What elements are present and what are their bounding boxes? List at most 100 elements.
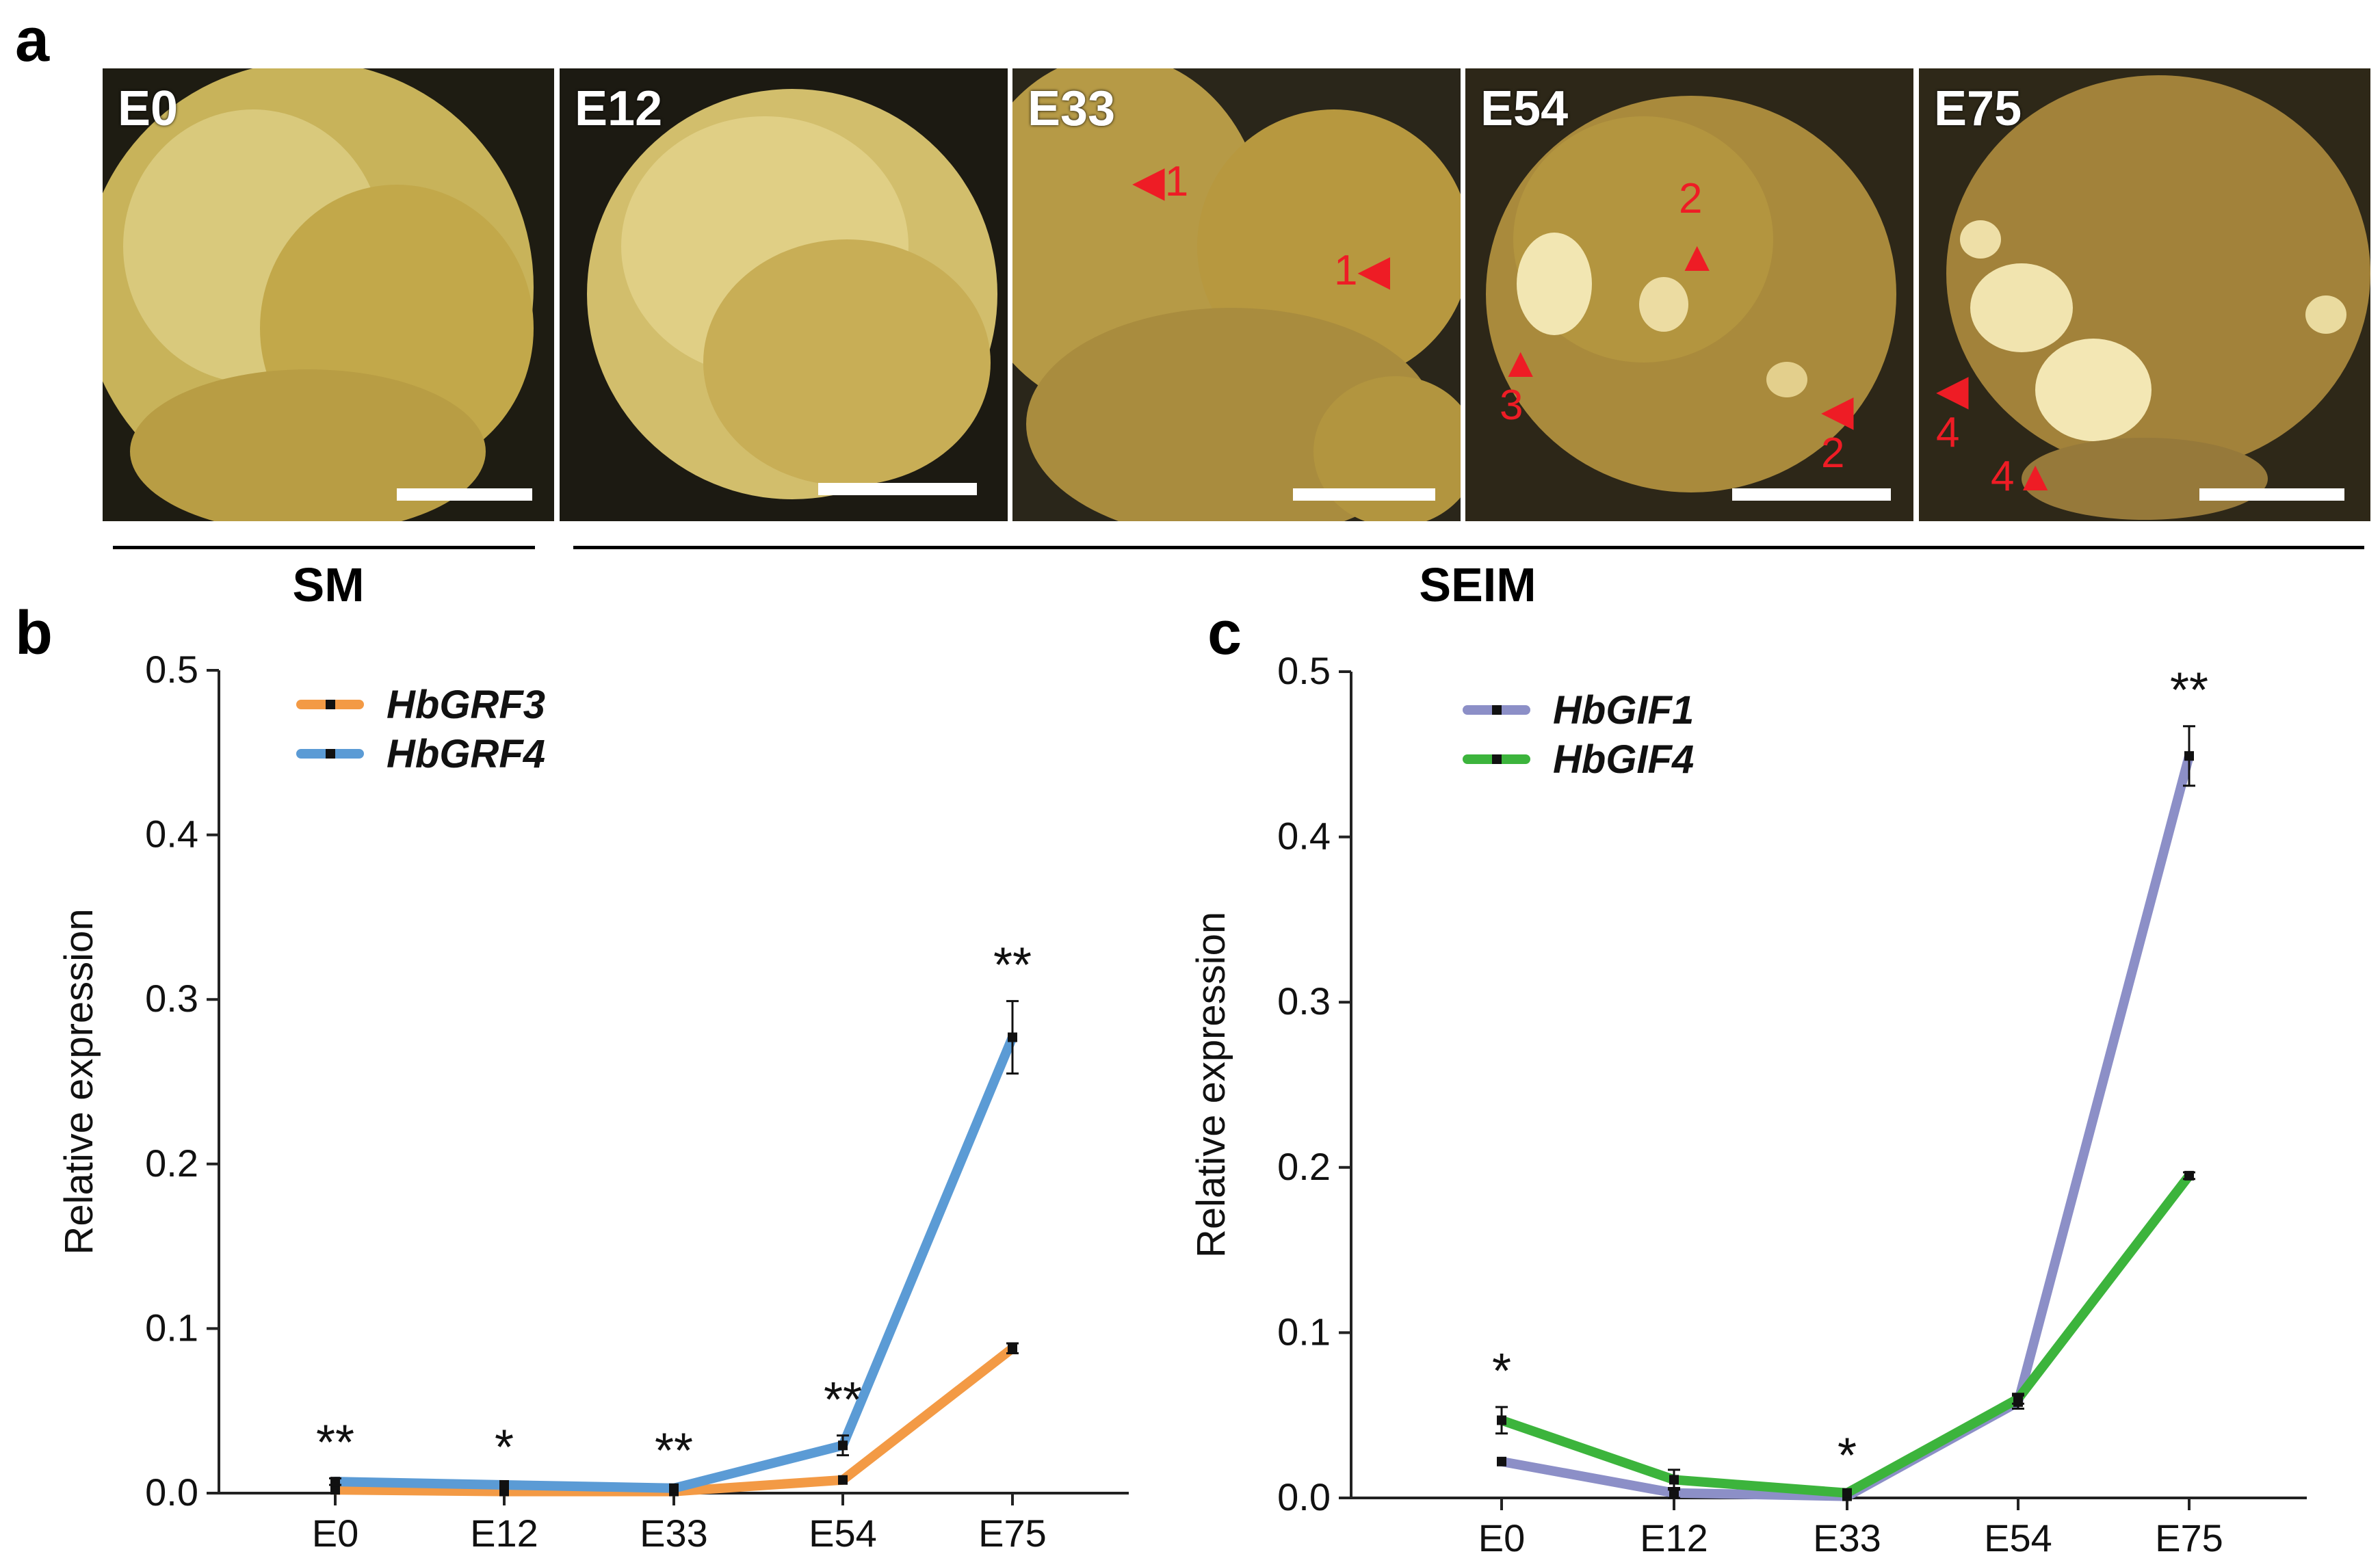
significance-label: ** bbox=[2170, 663, 2208, 718]
x-tick-label: E54 bbox=[809, 1512, 877, 1555]
y-tick-label: 0.0 bbox=[1277, 1475, 1331, 1518]
y-tick-label: 0.3 bbox=[145, 977, 198, 1020]
data-point bbox=[2013, 1394, 2023, 1404]
scale-bar bbox=[2199, 488, 2344, 501]
arrow-marker: ◀ 2 bbox=[1821, 387, 1854, 477]
callus-e54-image bbox=[1465, 68, 1913, 521]
y-tick-label: 0.0 bbox=[145, 1471, 198, 1514]
arrow-marker: ▲ 3 bbox=[1500, 339, 1542, 429]
legend-marker bbox=[326, 749, 335, 759]
y-tick-label: 0.5 bbox=[145, 648, 198, 691]
callus-e75-image bbox=[1919, 68, 2370, 521]
data-point bbox=[838, 1440, 848, 1451]
significance-label: * bbox=[1492, 1344, 1511, 1399]
arrow-marker: ▲ bbox=[1676, 233, 1718, 280]
photo-e75: E75 ◀ 4 4▲ bbox=[1919, 68, 2370, 521]
y-tick-label: 0.5 bbox=[1277, 649, 1331, 692]
data-point bbox=[1669, 1475, 1679, 1485]
data-point bbox=[1008, 1032, 1017, 1042]
data-point bbox=[330, 1485, 340, 1495]
legend-label: HbGRF4 bbox=[387, 732, 545, 776]
series-line-hbgif1 bbox=[1497, 751, 2194, 1501]
scale-bar bbox=[818, 483, 977, 495]
x-tick-label: E0 bbox=[312, 1512, 359, 1555]
significance-label: ** bbox=[824, 1373, 862, 1427]
photo-label-e0: E0 bbox=[118, 81, 179, 136]
sm-group-label: SM bbox=[292, 558, 365, 611]
data-point bbox=[1842, 1488, 1852, 1498]
arrow-marker: ◀1 bbox=[1132, 158, 1189, 205]
data-point bbox=[2184, 751, 2194, 761]
photo-label-e12: E12 bbox=[575, 81, 663, 136]
y-tick-label: 0.1 bbox=[145, 1306, 198, 1349]
legend-marker bbox=[1492, 705, 1502, 715]
y-tick-label: 0.4 bbox=[1277, 815, 1331, 858]
arrow-marker: 1◀ bbox=[1334, 247, 1391, 294]
legend-label: HbGIF1 bbox=[1553, 688, 1694, 733]
arrow-number: 4 bbox=[1936, 409, 1960, 456]
legend-marker bbox=[1492, 754, 1502, 764]
data-point bbox=[669, 1483, 679, 1493]
y-tick-label: 0.1 bbox=[1277, 1310, 1331, 1353]
significance-label: * bbox=[495, 1421, 514, 1475]
callus-e0-image bbox=[103, 68, 554, 521]
series-line-hbgrf4 bbox=[330, 1032, 1017, 1493]
data-point bbox=[2184, 1170, 2194, 1181]
significance-label: * bbox=[1838, 1428, 1857, 1483]
x-tick-label: E75 bbox=[978, 1512, 1047, 1555]
x-tick-label: E33 bbox=[1813, 1516, 1881, 1559]
legend-label: HbGRF3 bbox=[387, 683, 545, 727]
y-axis-label: Relative expression bbox=[57, 908, 101, 1254]
data-point bbox=[1497, 1456, 1506, 1466]
arrow-marker: 4▲ bbox=[1991, 453, 2056, 500]
x-tick-label: E12 bbox=[470, 1512, 538, 1555]
y-tick-label: 0.4 bbox=[145, 813, 198, 856]
photo-label-e54: E54 bbox=[1480, 81, 1569, 136]
arrow-number: 3 bbox=[1500, 382, 1524, 429]
data-point bbox=[838, 1475, 848, 1485]
legend-marker bbox=[326, 700, 335, 709]
y-tick-label: 0.3 bbox=[1277, 979, 1331, 1023]
arrow-marker: 2 bbox=[1679, 178, 1702, 220]
arrow-number: 1 bbox=[1334, 247, 1358, 294]
x-tick-label: E75 bbox=[2155, 1516, 2223, 1559]
seim-group-line bbox=[573, 546, 2364, 549]
photo-label-e33: E33 bbox=[1028, 81, 1116, 136]
photo-label-e75: E75 bbox=[1934, 81, 2022, 136]
arrow-number: 2 bbox=[1679, 175, 1703, 222]
photo-e12: E12 bbox=[560, 68, 1008, 521]
arrow-number: 1 bbox=[1164, 158, 1189, 205]
panel-letter-c: c bbox=[1207, 599, 1242, 668]
arrow-number: 4 bbox=[1991, 453, 2015, 500]
data-point bbox=[1008, 1343, 1017, 1354]
callus-e12-image bbox=[560, 68, 1008, 521]
data-point bbox=[330, 1477, 340, 1487]
arrow-number: 2 bbox=[1821, 430, 1845, 477]
data-point bbox=[499, 1479, 509, 1490]
arrow-marker: ◀ 4 bbox=[1936, 367, 1969, 456]
significance-label: ** bbox=[993, 938, 1032, 993]
legend-label: HbGIF4 bbox=[1553, 737, 1694, 782]
photo-e54: E54 2 ▲ ▲ 3 ◀ 2 bbox=[1465, 68, 1913, 521]
sm-group-line bbox=[113, 546, 535, 549]
seim-group-label: SEIM bbox=[1419, 558, 1536, 611]
scale-bar bbox=[397, 488, 532, 501]
chart-b: 0.0 0.1 0.2 0.3 0.4 0.5 Relative expression E0 E… bbox=[57, 648, 1129, 1555]
y-tick-label: 0.2 bbox=[145, 1142, 198, 1185]
y-axis-label: Relative expression bbox=[1189, 912, 1233, 1258]
significance-label: ** bbox=[316, 1415, 354, 1470]
x-tick-label: E54 bbox=[1984, 1516, 2052, 1559]
chart-c: 0.0 0.1 0.2 0.3 0.4 0.5 Relative expression E0 E… bbox=[1189, 649, 2307, 1559]
x-tick-label: E33 bbox=[640, 1512, 708, 1555]
data-point bbox=[1497, 1415, 1506, 1425]
scale-bar bbox=[1293, 488, 1435, 501]
panel-letter-b: b bbox=[15, 599, 53, 668]
x-tick-label: E0 bbox=[1478, 1516, 1526, 1559]
significance-label: ** bbox=[655, 1423, 693, 1478]
panel-letter-a: a bbox=[15, 6, 50, 75]
scale-bar bbox=[1732, 488, 1891, 501]
callus-e33-image bbox=[1012, 68, 1461, 521]
x-tick-label: E12 bbox=[1640, 1516, 1708, 1559]
y-tick-label: 0.2 bbox=[1277, 1145, 1331, 1188]
photo-e0: E0 bbox=[103, 68, 554, 521]
